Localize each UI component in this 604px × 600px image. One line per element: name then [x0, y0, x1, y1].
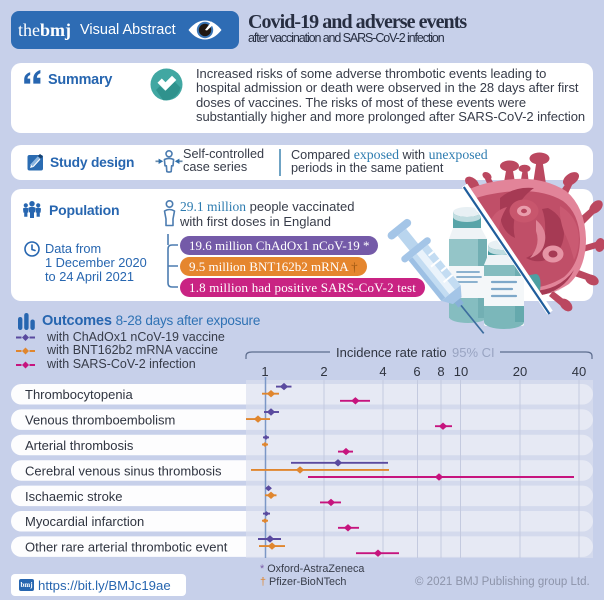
- svg-text:40: 40: [572, 364, 586, 379]
- svg-text:Arterial thrombosis: Arterial thrombosis: [25, 438, 134, 453]
- svg-text:95% CI: 95% CI: [452, 345, 495, 360]
- svg-text:Ischaemic stroke: Ischaemic stroke: [25, 489, 123, 504]
- svg-text:10: 10: [454, 364, 468, 379]
- svg-text:Thrombocytopenia: Thrombocytopenia: [25, 387, 133, 402]
- svg-text:6: 6: [413, 364, 420, 379]
- svg-text:4: 4: [379, 364, 386, 379]
- svg-text:8: 8: [437, 364, 444, 379]
- svg-text:1: 1: [261, 364, 268, 379]
- svg-text:20: 20: [513, 364, 527, 379]
- svg-text:Venous thromboembolism: Venous thromboembolism: [25, 413, 175, 428]
- svg-text:Other rare arterial thrombotic: Other rare arterial thrombotic event: [25, 540, 228, 555]
- svg-text:Myocardial infarction: Myocardial infarction: [25, 514, 144, 529]
- svg-text:2: 2: [320, 364, 327, 379]
- svg-text:Cerebral venous sinus thrombos: Cerebral venous sinus thrombosis: [25, 463, 222, 478]
- svg-text:Incidence rate ratio: Incidence rate ratio: [336, 345, 447, 360]
